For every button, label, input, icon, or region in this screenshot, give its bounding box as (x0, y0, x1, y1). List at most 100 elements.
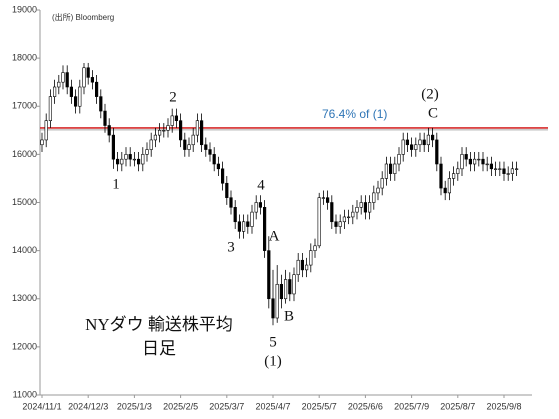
candle-body (124, 154, 128, 160)
candle-body (221, 168, 225, 184)
candle-body (242, 221, 246, 232)
wave-label: 4 (257, 177, 265, 193)
candle-body (170, 115, 174, 126)
x-tick-label: 2025/6/6 (348, 401, 383, 411)
candle-body (162, 130, 166, 132)
y-tick-label: 18000 (12, 53, 37, 63)
candle-body (233, 207, 237, 223)
wave-label: 5 (269, 334, 277, 350)
candle-body (250, 211, 254, 227)
x-tick-label: 2025/3/7 (209, 401, 244, 411)
y-tick-label: 17000 (12, 101, 37, 111)
candle-body (485, 163, 489, 166)
candle-body (351, 211, 355, 218)
candle-body (321, 197, 326, 199)
candle-body (380, 178, 384, 189)
candle-body (388, 163, 393, 174)
candle-body (74, 96, 78, 107)
candle-body (330, 202, 334, 223)
candle-body (367, 202, 372, 213)
candle-body (132, 158, 137, 161)
candle-body (57, 81, 61, 88)
candle-body (288, 279, 292, 295)
y-tick-label: 15000 (12, 197, 37, 207)
y-tick-label: 12000 (12, 341, 37, 351)
wave-label: 1 (112, 176, 120, 192)
candle-body (464, 154, 468, 160)
candle-body (48, 96, 52, 121)
x-tick-label: 2024/12/3 (68, 401, 108, 411)
y-tick-label: 19000 (12, 4, 37, 14)
candle-body (514, 168, 519, 170)
x-tick-label: 2025/7/9 (394, 401, 429, 411)
candle-body (191, 134, 195, 146)
candle-body (506, 173, 510, 175)
candle-body (141, 154, 145, 165)
candle-body (435, 139, 439, 165)
candle-body (296, 259, 300, 275)
y-tick-label: 14000 (12, 245, 37, 255)
candle-body (309, 250, 313, 266)
candle-body (342, 216, 347, 223)
candle-body (187, 144, 191, 150)
candle-body (86, 67, 90, 78)
candle-body (65, 72, 69, 88)
candle-body (179, 120, 183, 141)
candle-body (271, 298, 275, 319)
wave-label: A (269, 228, 280, 244)
candle-body (166, 125, 170, 131)
candle-body (292, 274, 296, 295)
candle-body (90, 77, 94, 83)
candle-body (401, 139, 405, 155)
candle-body (128, 154, 132, 160)
candle-body (325, 197, 330, 203)
x-tick-label: 2025/8/7 (440, 401, 475, 411)
candle-body (254, 202, 258, 213)
candle-body (204, 144, 208, 150)
candle-body (208, 149, 212, 155)
candle-body (418, 139, 422, 146)
candle-body (216, 163, 221, 170)
candle-body (195, 120, 200, 136)
candle-body (376, 187, 380, 194)
candle-body (447, 178, 452, 194)
candle-body (346, 216, 351, 219)
wave-label: 3 (227, 239, 235, 255)
candle-body (405, 139, 410, 146)
wave-label: (2) (421, 86, 439, 102)
candle-body (174, 115, 179, 121)
candle-body (363, 202, 368, 213)
candle-body (498, 168, 502, 170)
candle-body (200, 120, 204, 146)
candle-body (460, 154, 464, 170)
candle-body (317, 197, 321, 247)
candle-body (481, 158, 485, 165)
candle-body (225, 182, 229, 198)
candle-body (279, 284, 284, 300)
candle-body (422, 139, 426, 146)
y-tick-label: 11000 (13, 389, 37, 399)
candle-body (397, 154, 401, 165)
candle-body (300, 259, 305, 271)
chart-title: 日足 (142, 339, 176, 358)
x-tick-label: 2025/9/8 (486, 401, 521, 411)
candle-body (145, 149, 149, 155)
candle-body (384, 163, 389, 179)
candle-body (52, 86, 57, 97)
candle-body (258, 202, 263, 208)
candle-body (212, 154, 216, 165)
candle-body (493, 168, 498, 170)
candle-body (502, 168, 506, 174)
candle-body (304, 264, 309, 271)
candle-body (82, 67, 86, 88)
x-tick-label: 2025/1/3 (117, 401, 152, 411)
x-tick-label: 2025/5/7 (302, 401, 337, 411)
candle-body (275, 284, 279, 319)
candle-body (393, 163, 397, 174)
candle-body (183, 139, 187, 150)
wave-label: B (284, 308, 294, 324)
candle-body (456, 168, 460, 174)
candle-body (99, 96, 103, 112)
candle-body (510, 168, 515, 174)
